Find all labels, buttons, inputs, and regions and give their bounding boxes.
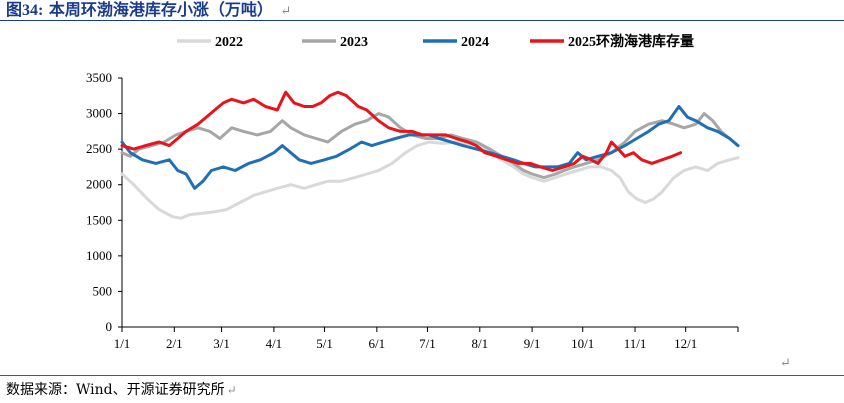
chart-axes: 0 500 1000 1500 2000 2500 3000 3500 1/1 2/1 3/1 4/1… <box>86 70 739 351</box>
series-line-3 <box>120 105 740 190</box>
title-rule <box>0 20 844 21</box>
x-tick-label: 5/1 <box>316 336 333 351</box>
legend-label-3: 2024 <box>461 35 489 50</box>
series-line-4 <box>120 90 683 172</box>
legend-label-1: 2022 <box>215 35 243 50</box>
chart-legend: 2022 2023 2024 2025环渤海港库存量 <box>177 33 694 50</box>
x-tick-label: 9/1 <box>524 336 541 351</box>
x-tick-label: 11/1 <box>624 336 647 351</box>
y-tick-label: 1000 <box>86 248 112 263</box>
x-tick-label: 3/1 <box>213 336 230 351</box>
x-tick-label: 7/1 <box>419 336 436 351</box>
y-tick-label: 500 <box>93 283 113 298</box>
x-tick-label: 8/1 <box>471 336 488 351</box>
y-tick-label: 0 <box>106 319 113 334</box>
legend-label-2: 2023 <box>340 35 368 50</box>
source-rule <box>0 375 844 376</box>
y-tick-label: 2000 <box>86 177 112 192</box>
figure-title-text: 本周环渤海港库存小涨（万吨） <box>48 0 273 19</box>
y-tick-label: 1500 <box>86 212 112 227</box>
x-tick-label: 12/1 <box>674 336 697 351</box>
return-mark-title: ↵ <box>280 4 292 19</box>
source-text: 数据来源：Wind、开源证券研究所 <box>6 382 225 398</box>
series-line-2 <box>120 112 740 180</box>
x-tick-label: 10/1 <box>571 336 594 351</box>
x-tick-label: 6/1 <box>369 336 386 351</box>
chart-series <box>120 90 740 220</box>
source-note: 数据来源：Wind、开源证券研究所 ↵ <box>6 379 237 399</box>
y-tick-label: 2500 <box>86 141 112 156</box>
line-chart: 0 500 1000 1500 2000 2500 3000 3500 1/1 2/1 3/1 4/1… <box>86 33 740 351</box>
legend-label-4: 2025环渤海港库存量 <box>568 33 694 50</box>
y-tick-label: 3000 <box>86 106 112 121</box>
x-tick-label: 4/1 <box>266 336 283 351</box>
figure-title: 图34: 本周环渤海港库存小涨（万吨） ↵ <box>6 0 291 20</box>
x-tick-label: 2/1 <box>166 336 183 351</box>
y-tick-label: 3500 <box>86 70 112 85</box>
return-mark-source: ↵ <box>226 383 237 397</box>
figure-number: 图34: <box>6 2 44 19</box>
x-tick-label: 1/1 <box>114 336 131 351</box>
return-mark-chart: ↵ <box>780 356 791 371</box>
series-line-1 <box>120 140 740 220</box>
